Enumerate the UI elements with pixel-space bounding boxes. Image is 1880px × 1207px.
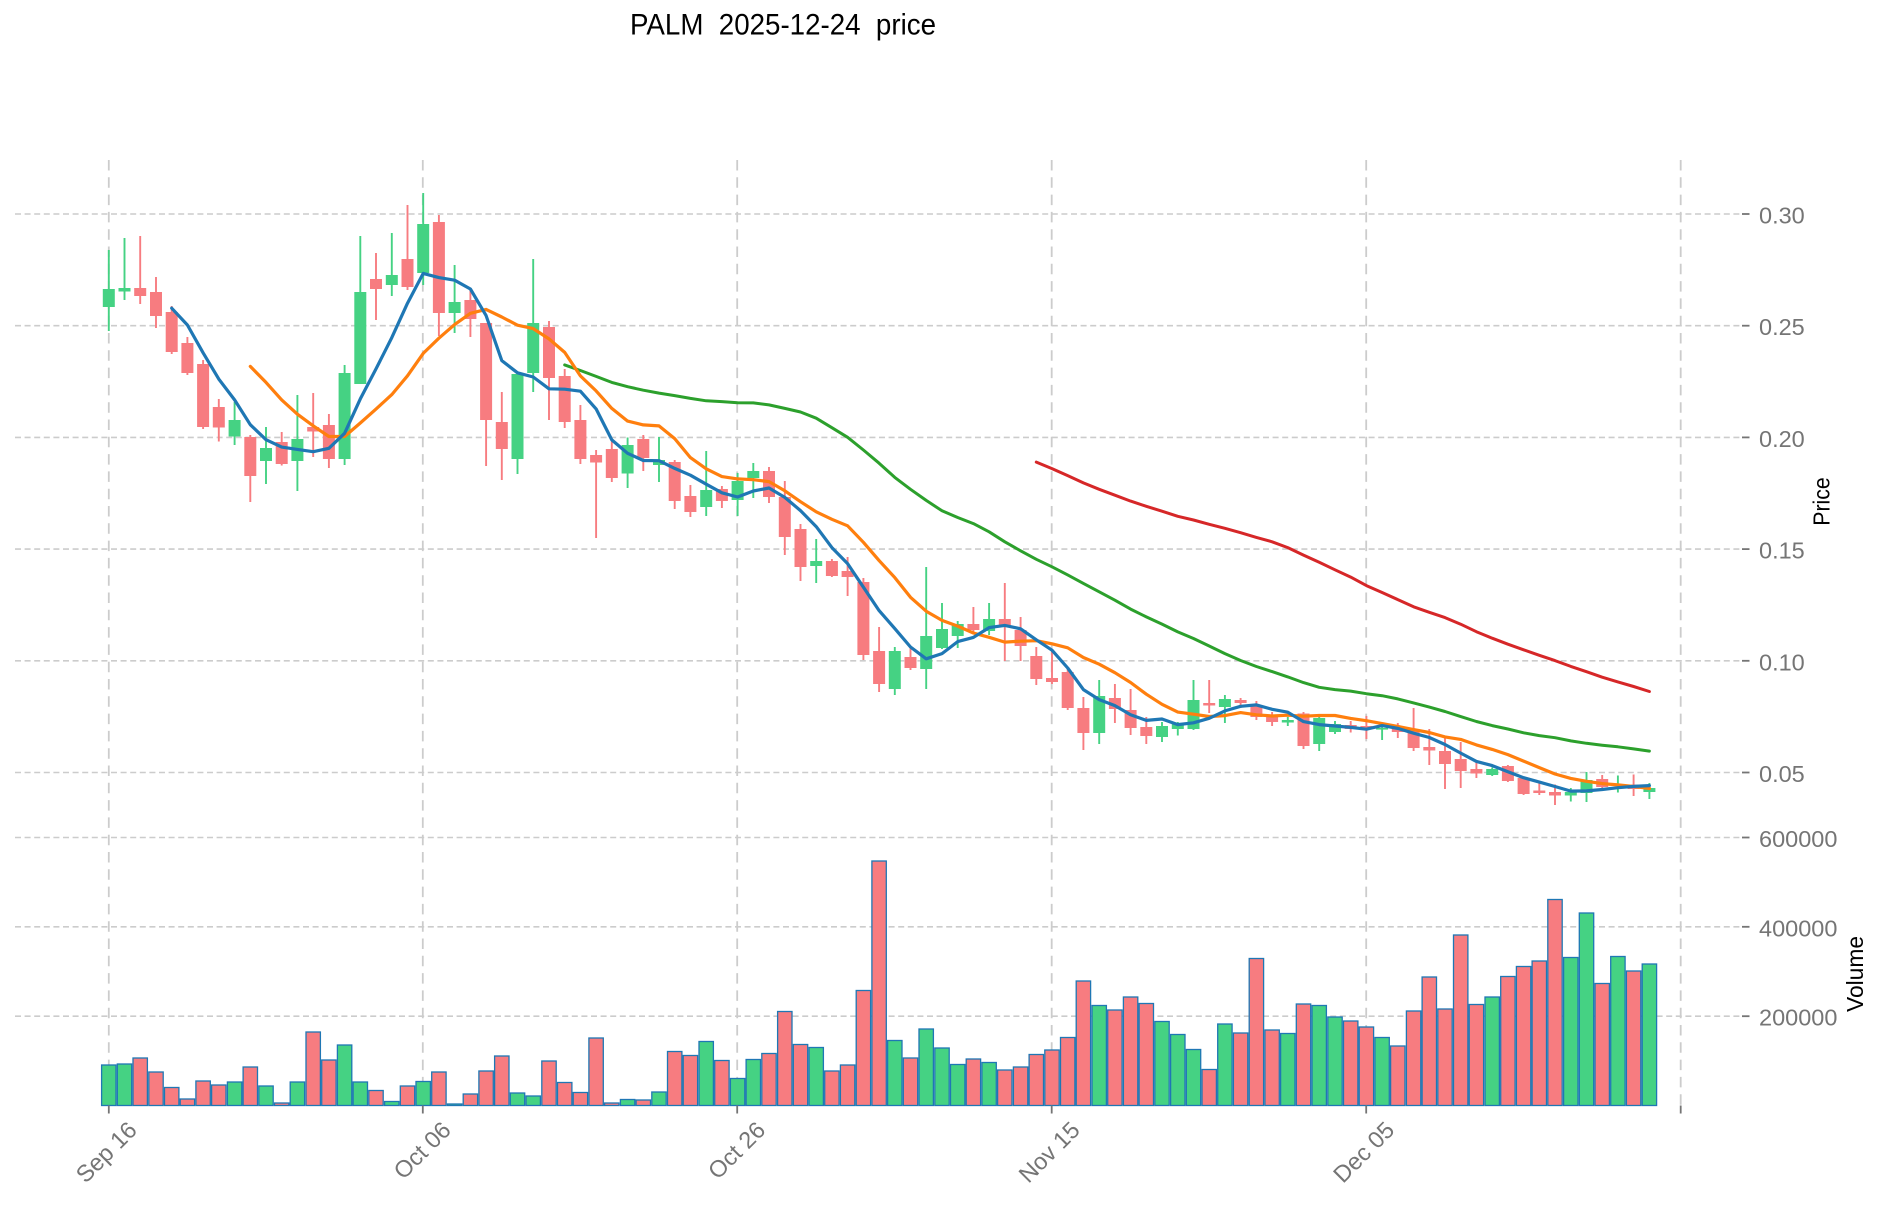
- svg-text:0.20: 0.20: [1759, 426, 1805, 452]
- svg-text:600000: 600000: [1759, 826, 1837, 852]
- svg-text:0.25: 0.25: [1759, 314, 1805, 340]
- svg-text:0.30: 0.30: [1759, 203, 1805, 229]
- svg-text:0.05: 0.05: [1759, 761, 1805, 787]
- svg-text:PALM 2025-12-24 price: PALM 2025-12-24 price: [630, 9, 936, 42]
- svg-text:Price: Price: [1809, 477, 1835, 526]
- svg-text:200000: 200000: [1759, 1005, 1837, 1031]
- svg-text:400000: 400000: [1759, 915, 1837, 941]
- svg-text:Volume: Volume: [1842, 936, 1868, 1012]
- svg-text:0.10: 0.10: [1759, 649, 1805, 675]
- svg-text:0.15: 0.15: [1759, 538, 1805, 564]
